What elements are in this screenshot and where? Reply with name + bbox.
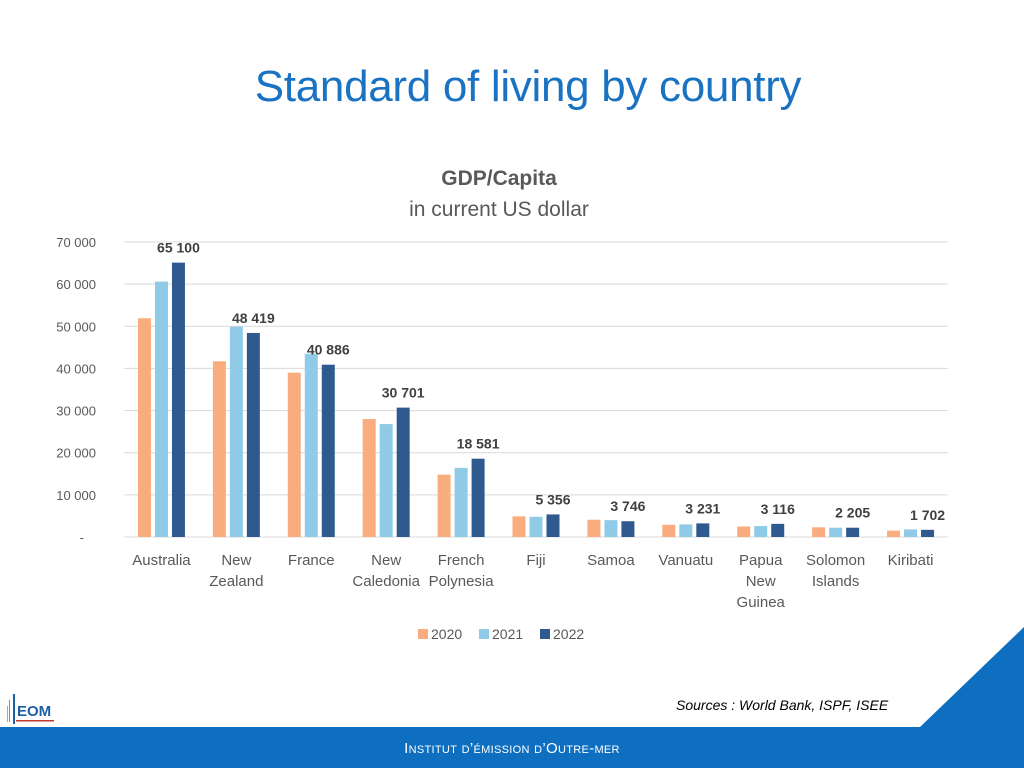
bar-2020 bbox=[812, 527, 826, 537]
logo-mast-icon bbox=[13, 694, 15, 724]
bar-2021 bbox=[229, 326, 243, 537]
y-tick-label: 70 000 bbox=[56, 235, 96, 250]
category-label: Australia bbox=[132, 552, 191, 569]
bar-2020 bbox=[362, 419, 376, 537]
bar-2020 bbox=[662, 524, 676, 537]
category-label: Kiribati bbox=[888, 552, 934, 569]
category-label: New bbox=[371, 552, 401, 569]
bar-2022 bbox=[321, 364, 335, 537]
y-tick-label: 50 000 bbox=[56, 319, 96, 334]
bar-2021 bbox=[754, 526, 768, 537]
bar-2021 bbox=[154, 281, 168, 537]
y-tick-label: 30 000 bbox=[56, 404, 96, 419]
bar-2021 bbox=[454, 467, 468, 537]
category-label: Guinea bbox=[737, 594, 786, 611]
y-tick-label: 40 000 bbox=[56, 361, 96, 376]
category-label: France bbox=[288, 552, 335, 569]
ieom-logo: EOM bbox=[7, 694, 54, 724]
bar-2020 bbox=[137, 318, 151, 537]
gridlines bbox=[124, 241, 948, 538]
bar-2020 bbox=[287, 372, 301, 537]
chart-subtitle: in current US dollar bbox=[409, 198, 589, 221]
legend-swatch bbox=[479, 629, 489, 639]
data-label: 40 886 bbox=[307, 342, 350, 358]
bar-2020 bbox=[437, 474, 451, 537]
bar-2020 bbox=[587, 519, 601, 537]
data-label: 2 205 bbox=[835, 505, 870, 521]
data-label: 48 419 bbox=[232, 310, 275, 326]
data-labels: 65 100 48 419 40 886 30 701 18 581 5 356 3 746… bbox=[157, 240, 945, 523]
bar-2022 bbox=[246, 332, 260, 537]
bar-2021 bbox=[304, 353, 318, 537]
bar-2022 bbox=[621, 521, 635, 537]
legend-swatch bbox=[540, 629, 550, 639]
category-label: Papua bbox=[739, 552, 783, 569]
category-label: New bbox=[746, 573, 776, 590]
bottom-right-triangle bbox=[920, 627, 1024, 727]
category-label: French bbox=[438, 552, 485, 569]
y-tick-label: - bbox=[80, 530, 84, 545]
data-label: 5 356 bbox=[535, 491, 570, 507]
gdp-chart: GDP/Capita in current US dollar - 10 000 2… bbox=[56, 167, 948, 642]
legend-label: 2020 bbox=[431, 626, 462, 642]
legend-label: 2022 bbox=[553, 626, 584, 642]
y-tick-label: 20 000 bbox=[56, 446, 96, 461]
bar-2020 bbox=[212, 361, 226, 537]
data-label: 65 100 bbox=[157, 240, 200, 256]
footer-text: Institut d’émission d’Outre-mer bbox=[404, 740, 620, 757]
category-label: Solomon bbox=[806, 552, 865, 569]
y-tick-label: 60 000 bbox=[56, 277, 96, 292]
bar-2022 bbox=[771, 523, 785, 537]
bar-2022 bbox=[546, 514, 560, 537]
legend: 2020 2021 2022 bbox=[418, 626, 584, 642]
y-axis-ticks: - 10 000 20 000 30 000 40 000 50 000 60 000 70 … bbox=[56, 235, 96, 545]
data-label: 3 231 bbox=[685, 500, 720, 516]
bar-2022 bbox=[921, 529, 935, 537]
bar-2021 bbox=[829, 527, 843, 537]
bars bbox=[137, 262, 935, 537]
data-label: 1 702 bbox=[910, 507, 945, 523]
category-label: New bbox=[221, 552, 251, 569]
bar-2022 bbox=[171, 262, 185, 537]
data-label: 3 746 bbox=[610, 498, 645, 514]
category-labels: Australia New Zealand France New Caledonia Fre… bbox=[132, 552, 933, 611]
category-label: Fiji bbox=[526, 552, 545, 569]
bar-2021 bbox=[904, 529, 918, 537]
bar-2020 bbox=[737, 526, 751, 537]
category-label: Vanuatu bbox=[658, 552, 713, 569]
legend-label: 2021 bbox=[492, 626, 523, 642]
data-label: 3 116 bbox=[761, 501, 795, 517]
category-label: Polynesia bbox=[429, 573, 495, 590]
bar-2021 bbox=[529, 516, 543, 537]
sources-note: Sources : World Bank, ISPF, ISEE bbox=[676, 697, 889, 713]
y-tick-label: 10 000 bbox=[56, 488, 96, 503]
bar-2021 bbox=[604, 520, 618, 537]
footer-bar bbox=[0, 727, 1024, 768]
bar-2022 bbox=[471, 458, 485, 537]
data-label: 30 701 bbox=[382, 385, 425, 401]
bar-2022 bbox=[396, 407, 410, 537]
bar-2021 bbox=[679, 524, 693, 537]
category-label: Zealand bbox=[209, 573, 263, 590]
slide-title: Standard of living by country bbox=[254, 62, 802, 111]
category-label: Islands bbox=[812, 573, 860, 590]
bar-2020 bbox=[512, 516, 526, 537]
logo-text: EOM bbox=[17, 703, 51, 720]
legend-swatch bbox=[418, 629, 428, 639]
bar-2022 bbox=[696, 523, 710, 537]
bar-2020 bbox=[887, 530, 901, 537]
data-label: 18 581 bbox=[457, 436, 500, 452]
chart-title: GDP/Capita bbox=[441, 167, 557, 190]
bar-2021 bbox=[379, 424, 393, 537]
category-label: Samoa bbox=[587, 552, 635, 569]
bar-2022 bbox=[846, 527, 860, 537]
category-label: Caledonia bbox=[352, 573, 420, 590]
